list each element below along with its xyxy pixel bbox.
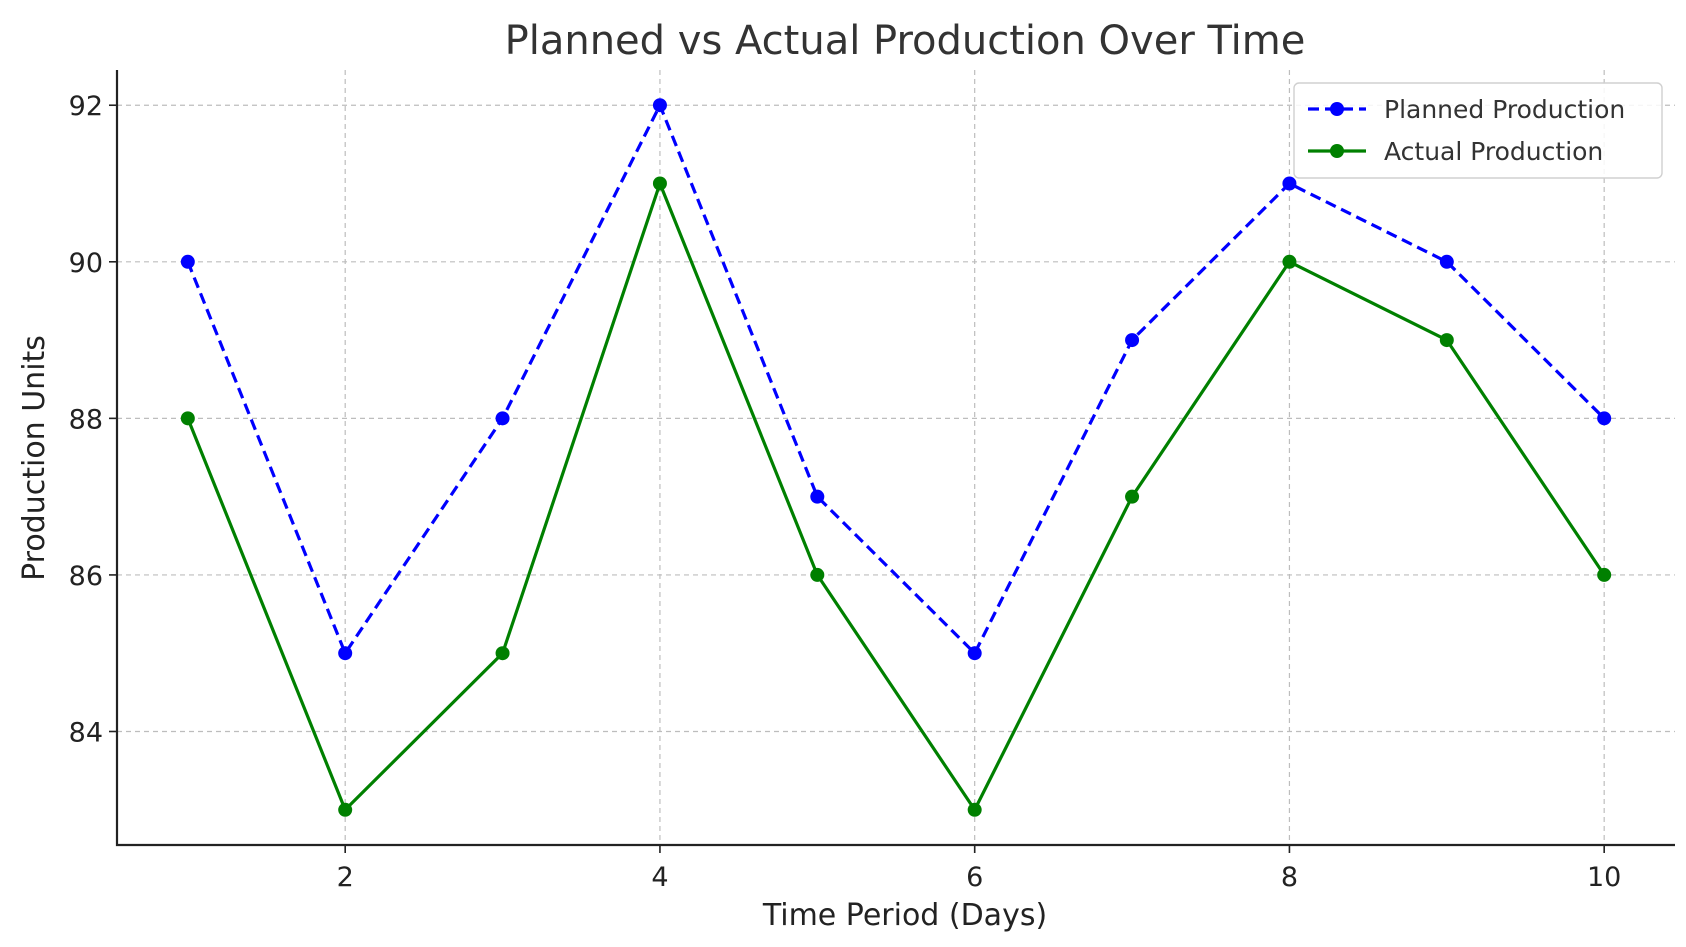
grid-lines (117, 70, 1675, 845)
data-point (967, 646, 982, 661)
y-tick-label: 92 (69, 91, 103, 122)
x-tick-label: 2 (337, 862, 354, 893)
series-line-2 (186, 181, 1606, 812)
y-tick-label: 90 (69, 248, 103, 279)
y-axis-label: Production Units (17, 335, 52, 581)
data-point (1125, 489, 1140, 504)
legend-box (1293, 82, 1663, 179)
data-point (495, 411, 510, 426)
axes (109, 70, 1675, 853)
data-point (652, 98, 667, 113)
data-point (652, 176, 667, 191)
legend-marker (1330, 144, 1344, 158)
x-tick-label: 8 (1281, 862, 1298, 893)
data-point (180, 254, 195, 269)
data-point (967, 802, 982, 817)
y-tick-label: 84 (69, 717, 103, 748)
chart-title: Planned vs Actual Production Over Time (505, 18, 1306, 64)
tick-labels: 2 4 6 8 10 84 86 88 90 92 (69, 91, 1622, 893)
data-point (1282, 176, 1297, 191)
y-tick-label: 88 (69, 404, 103, 435)
data-point (1597, 567, 1612, 582)
data-point (338, 646, 353, 661)
x-tick-label: 6 (966, 862, 983, 893)
data-point (338, 802, 353, 817)
series-layer (180, 98, 1612, 817)
data-point (810, 489, 825, 504)
data-point (1439, 333, 1454, 348)
data-point (495, 646, 510, 661)
legend-marker (1330, 102, 1344, 116)
legend-label: Planned Production (1384, 95, 1625, 124)
data-point (1282, 254, 1297, 269)
data-point (1597, 411, 1612, 426)
legend: Planned Production Actual Production (1293, 82, 1663, 179)
x-axis-label: Time Period (Days) (762, 898, 1047, 933)
series-line-1 (186, 103, 1606, 655)
legend-label: Actual Production (1384, 137, 1603, 166)
data-point (180, 411, 195, 426)
data-point (1125, 333, 1140, 348)
x-tick-label: 10 (1587, 862, 1621, 893)
x-tick-label: 4 (651, 862, 668, 893)
y-tick-label: 86 (69, 561, 103, 592)
data-point (1439, 254, 1454, 269)
data-point (810, 567, 825, 582)
axis-spines (115, 70, 1675, 847)
